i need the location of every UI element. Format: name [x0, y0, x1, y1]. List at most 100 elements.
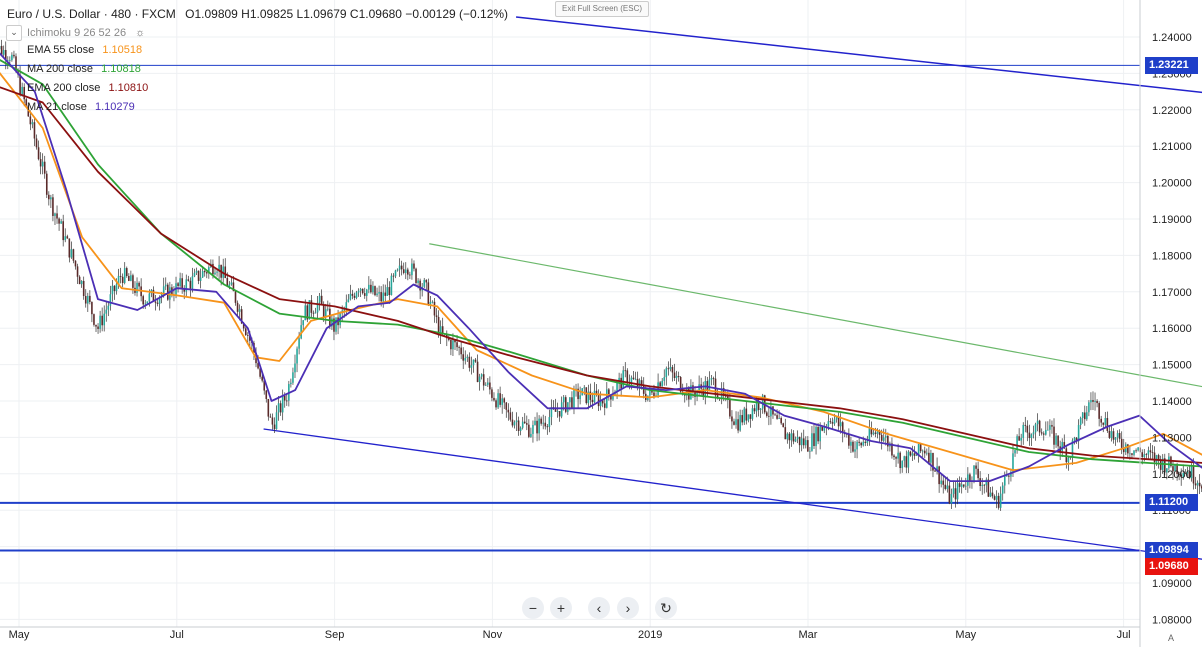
candle-body: [314, 312, 317, 314]
candle-body: [1151, 452, 1154, 453]
indicator-ichimoku[interactable]: Ichimoku 9 26 52 26 ☼: [27, 24, 145, 43]
last-price-tag[interactable]: 1.09680: [1145, 557, 1198, 575]
candle-body: [651, 391, 653, 393]
candle-body: [374, 286, 376, 296]
y-tick-label: 1.22000: [1152, 105, 1192, 117]
exit-full-screen-button[interactable]: Exit Full Screen (ESC): [555, 1, 649, 17]
candle-body: [193, 272, 196, 277]
candle-body: [474, 359, 477, 362]
candle-body: [866, 441, 869, 443]
candle-body: [854, 449, 856, 452]
candle-body: [882, 437, 885, 441]
price-level-tag[interactable]: 1.23221: [1145, 56, 1198, 74]
candle-body: [534, 420, 536, 425]
candle-body: [103, 313, 106, 326]
indicator-ema200[interactable]: EMA 200 close 1.10810: [27, 79, 148, 98]
candle-body: [622, 370, 625, 389]
candle-body: [1018, 436, 1020, 441]
candle-body: [550, 407, 553, 418]
scroll-right-button[interactable]: ›: [617, 597, 639, 619]
x-axis[interactable]: MayJulSepNov2019MarMayJulSepNov2020MarMa…: [0, 626, 1202, 641]
y-tick-label: 1.18000: [1152, 250, 1192, 262]
candle-body: [1135, 450, 1137, 452]
candle-body: [1102, 422, 1105, 425]
candle-body: [1172, 466, 1174, 472]
candle-body: [677, 375, 680, 378]
candle-body: [493, 397, 495, 401]
candle-body: [376, 293, 378, 296]
candle-body: [378, 292, 380, 294]
candle-body: [511, 419, 514, 426]
indicator-ma21[interactable]: MA 21 close 1.10279: [27, 98, 135, 117]
candle-body: [519, 427, 522, 431]
candle-body: [554, 407, 557, 412]
candle-body: [706, 381, 709, 391]
candle-body: [928, 452, 930, 463]
candle-body: [1182, 472, 1185, 477]
candle-body: [880, 434, 883, 441]
zoom-in-button[interactable]: +: [550, 597, 572, 619]
candle-body: [946, 485, 949, 489]
auto-scale-button[interactable]: A: [1168, 633, 1175, 643]
price-level-tag[interactable]: 1.09894: [1145, 541, 1198, 559]
candle-body: [76, 266, 79, 277]
candle-body: [1083, 412, 1086, 420]
candle-body: [938, 466, 940, 485]
candle-body: [556, 411, 559, 412]
candle-body: [975, 465, 977, 469]
candle-body: [1174, 464, 1176, 472]
candle-body: [579, 395, 581, 400]
candle-body: [1145, 454, 1148, 456]
candle-body: [363, 293, 366, 296]
candle-body: [257, 363, 259, 369]
candle-body: [123, 268, 126, 283]
candle-body: [811, 433, 813, 451]
candle-body: [993, 496, 996, 500]
y-tick-label: 1.17000: [1152, 287, 1192, 299]
candle-body: [864, 441, 867, 443]
candle-body: [156, 302, 159, 304]
price-level-tag[interactable]: 1.11200: [1145, 494, 1198, 512]
candle-body: [610, 395, 612, 400]
candle-body: [181, 278, 183, 289]
indicator-ma200[interactable]: MA 200 close 1.10818: [27, 60, 141, 79]
candle-body: [913, 453, 916, 456]
candle-body: [230, 282, 233, 285]
candle-body: [505, 402, 508, 410]
candle-body: [327, 308, 329, 310]
candle-body: [409, 274, 411, 276]
candle-body: [259, 368, 261, 377]
scroll-left-button[interactable]: ‹: [588, 597, 610, 619]
candle-body: [819, 426, 821, 442]
candle-body: [277, 403, 280, 413]
zoom-out-button[interactable]: −: [522, 597, 544, 619]
candle-body: [329, 308, 331, 327]
reset-chart-button[interactable]: ↻: [655, 597, 677, 619]
eye-hidden-icon[interactable]: ☼: [135, 27, 146, 39]
collapse-legend-button[interactable]: ⌄: [6, 25, 22, 41]
candle-body: [419, 280, 421, 291]
y-tick-label: 1.19000: [1152, 214, 1192, 226]
x-tick-label: May: [9, 629, 30, 641]
candle-body: [1022, 424, 1025, 438]
candle-body: [1057, 435, 1059, 447]
candle-body: [415, 268, 417, 283]
candle-body: [1090, 400, 1092, 403]
candle-body: [757, 402, 760, 410]
candle-body: [827, 421, 830, 427]
candle-body: [450, 339, 452, 350]
candle-body: [905, 456, 908, 468]
ichimoku-label: Ichimoku 9 26 52 26: [27, 27, 127, 39]
candle-body: [273, 424, 276, 430]
candle-body: [499, 393, 501, 405]
candle-body: [837, 416, 840, 427]
candle-body: [1049, 425, 1051, 430]
candle-body: [431, 301, 434, 303]
candle-body: [78, 276, 81, 285]
candle-body: [887, 435, 889, 447]
candle-body: [39, 159, 42, 167]
candle-body: [238, 309, 241, 312]
indicator-ema55[interactable]: EMA 55 close 1.10518: [27, 41, 142, 60]
indicator-label: EMA 200 close: [27, 82, 101, 94]
